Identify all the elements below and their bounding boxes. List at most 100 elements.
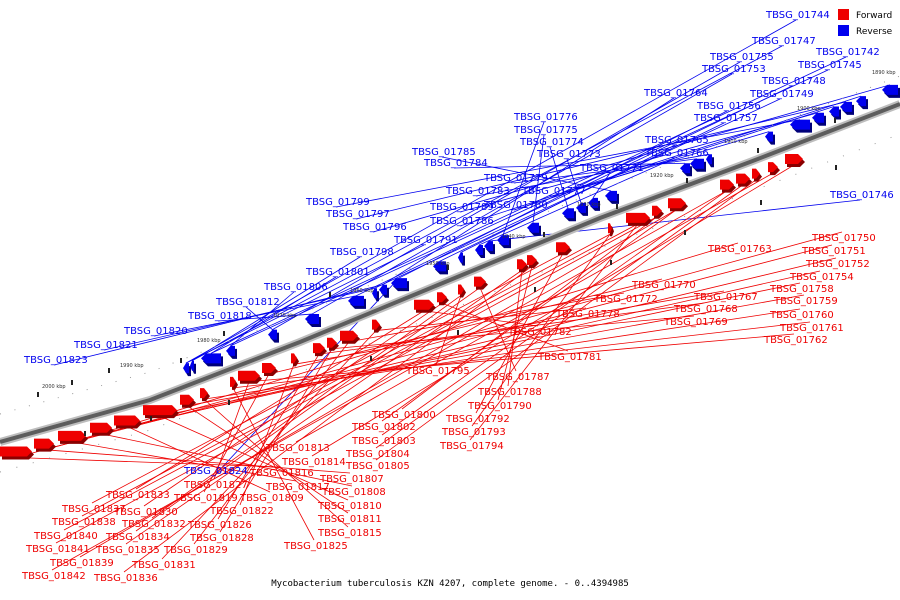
reverse-gene-label: TBSG_01799 bbox=[305, 197, 370, 208]
reverse-gene-arrow bbox=[348, 295, 364, 306]
forward-leader-line bbox=[293, 290, 725, 365]
forward-gene-arrow bbox=[143, 405, 177, 416]
forward-gene-arrow bbox=[291, 353, 297, 364]
forward-gene-label: TBSG_01827 bbox=[183, 480, 248, 491]
reverse-leader-line bbox=[478, 157, 676, 246]
reverse-gene-arrow bbox=[372, 288, 377, 299]
forward-gene-arrow bbox=[313, 343, 325, 354]
reverse-leader-line bbox=[549, 146, 569, 209]
reverse-leader-line bbox=[532, 134, 545, 223]
reverse-gene-label: TBSG_01786 bbox=[429, 216, 494, 227]
feature-mark bbox=[616, 204, 618, 209]
forward-gene-label: TBSG_01761 bbox=[779, 323, 844, 334]
reverse-gene-arrow bbox=[680, 163, 690, 174]
forward-leader-line bbox=[295, 172, 774, 443]
forward-gene-label: TBSG_01770 bbox=[631, 280, 696, 291]
reverse-gene-label: TBSG_01745 bbox=[797, 60, 862, 71]
reverse-leader-line bbox=[372, 84, 891, 233]
reverse-leader-line bbox=[53, 284, 384, 366]
forward-gene-arrow bbox=[414, 299, 434, 310]
forward-gene-label: TBSG_01836 bbox=[93, 573, 158, 584]
feature-mark bbox=[447, 265, 449, 270]
backbone-core bbox=[0, 102, 900, 444]
reverse-gene-label: TBSG_01776 bbox=[513, 112, 578, 123]
reverse-gene-arrow bbox=[765, 131, 773, 142]
forward-gene-arrow bbox=[668, 198, 686, 209]
reverse-leader-line bbox=[502, 121, 545, 236]
forward-leader-line bbox=[159, 415, 349, 501]
feature-mark bbox=[180, 358, 182, 363]
forward-gene-label: TBSG_01816 bbox=[249, 468, 314, 479]
forward-leader-line bbox=[507, 270, 523, 387]
reverse-leader-line bbox=[191, 256, 361, 362]
forward-gene-label: TBSG_01795 bbox=[405, 366, 470, 377]
forward-leader-line bbox=[475, 253, 564, 414]
feature-mark bbox=[757, 148, 759, 153]
tick-label: 2000 kbp bbox=[42, 384, 66, 390]
tick-label: 1890 kbp bbox=[872, 70, 896, 76]
reverse-gene-label: TBSG_01823 bbox=[23, 355, 88, 366]
feature-mark bbox=[37, 392, 39, 397]
reverse-leader-line bbox=[272, 61, 741, 330]
feature-mark bbox=[834, 118, 836, 123]
reverse-gene-arrow bbox=[706, 154, 712, 165]
reverse-gene-label: TBSG_01820 bbox=[123, 326, 188, 337]
forward-gene-label: TBSG_01751 bbox=[801, 246, 866, 257]
reverse-gene-label: TBSG_01742 bbox=[815, 47, 880, 58]
reverse-gene-label: TBSG_01771 bbox=[579, 163, 644, 174]
reverse-gene-label: TBSG_01806 bbox=[263, 282, 328, 293]
tick-labels: 2000 kbp 1990 kbp 1980 kbp 1970 kbp 1960 kbp… bbox=[42, 70, 896, 390]
reverse-gene-label: TBSG_01779 bbox=[483, 173, 548, 184]
forward-gene-arrow bbox=[527, 255, 537, 266]
forward-gene-label: TBSG_01810 bbox=[317, 501, 382, 512]
forward-gene-arrow bbox=[556, 242, 570, 253]
forward-leader-line bbox=[15, 457, 281, 468]
reverse-gene-label: TBSG_01783 bbox=[445, 186, 510, 197]
forward-leader-line bbox=[193, 341, 350, 545]
forward-leader-line bbox=[381, 208, 678, 422]
forward-gene-arrow bbox=[768, 162, 778, 173]
reverse-gene-arrow bbox=[391, 278, 407, 289]
reverse-leader-line bbox=[210, 276, 337, 354]
forward-gene-label: TBSG_01835 bbox=[95, 545, 160, 556]
forward-gene-label: TBSG_01825 bbox=[283, 541, 348, 552]
forward-gene-label: TBSG_01817 bbox=[265, 482, 330, 493]
forward-gene-label: TBSG_01803 bbox=[351, 436, 416, 447]
forward-gene-label: TBSG_01781 bbox=[537, 352, 602, 363]
feature-mark bbox=[71, 380, 73, 385]
forward-gene-arrow bbox=[34, 438, 54, 449]
reverse-gene-label: TBSG_01780 bbox=[483, 200, 548, 211]
reverse-leader-line bbox=[230, 69, 829, 347]
forward-gene-label: TBSG_01767 bbox=[693, 292, 758, 303]
tick-label: 1960 kbp bbox=[350, 288, 374, 294]
reverse-leader-line bbox=[185, 19, 797, 364]
forward-gene-arrow bbox=[114, 415, 140, 426]
forward-gene-label: TBSG_01752 bbox=[805, 259, 870, 270]
reverse-gene-arrow bbox=[812, 112, 824, 123]
reverse-gene-label: TBSG_01797 bbox=[325, 209, 390, 220]
reverse-gene-label: TBSG_01818 bbox=[187, 311, 252, 322]
forward-gene-label: TBSG_01762 bbox=[763, 335, 828, 346]
forward-gene-label: TBSG_01833 bbox=[105, 490, 170, 501]
forward-gene-label: TBSG_01763 bbox=[707, 244, 772, 255]
feature-mark bbox=[534, 287, 536, 292]
forward-gene-arrow bbox=[437, 292, 447, 303]
forward-leader-line bbox=[479, 287, 517, 372]
reverse-gene-label: TBSG_01755 bbox=[709, 52, 774, 63]
gene-arrows bbox=[0, 84, 900, 460]
forward-leader-line bbox=[217, 353, 320, 520]
forward-gene-label: TBSG_01790 bbox=[467, 401, 532, 412]
forward-gene-arrow bbox=[230, 376, 236, 387]
forward-leader-line bbox=[203, 398, 349, 528]
reverse-gene-label: TBSG_01753 bbox=[701, 64, 766, 75]
reverse-leader-line bbox=[513, 158, 698, 184]
reverse-gene-label: TBSG_01757 bbox=[693, 113, 758, 124]
forward-gene-arrow bbox=[785, 153, 803, 164]
reverse-gene-label: TBSG_01821 bbox=[73, 340, 138, 351]
forward-leader-line bbox=[239, 364, 295, 506]
feature-mark bbox=[610, 260, 612, 265]
reverse-leader-line bbox=[382, 97, 675, 286]
feature-mark bbox=[84, 431, 86, 436]
forward-gene-label: TBSG_01829 bbox=[163, 545, 228, 556]
feature-mark bbox=[686, 178, 688, 183]
